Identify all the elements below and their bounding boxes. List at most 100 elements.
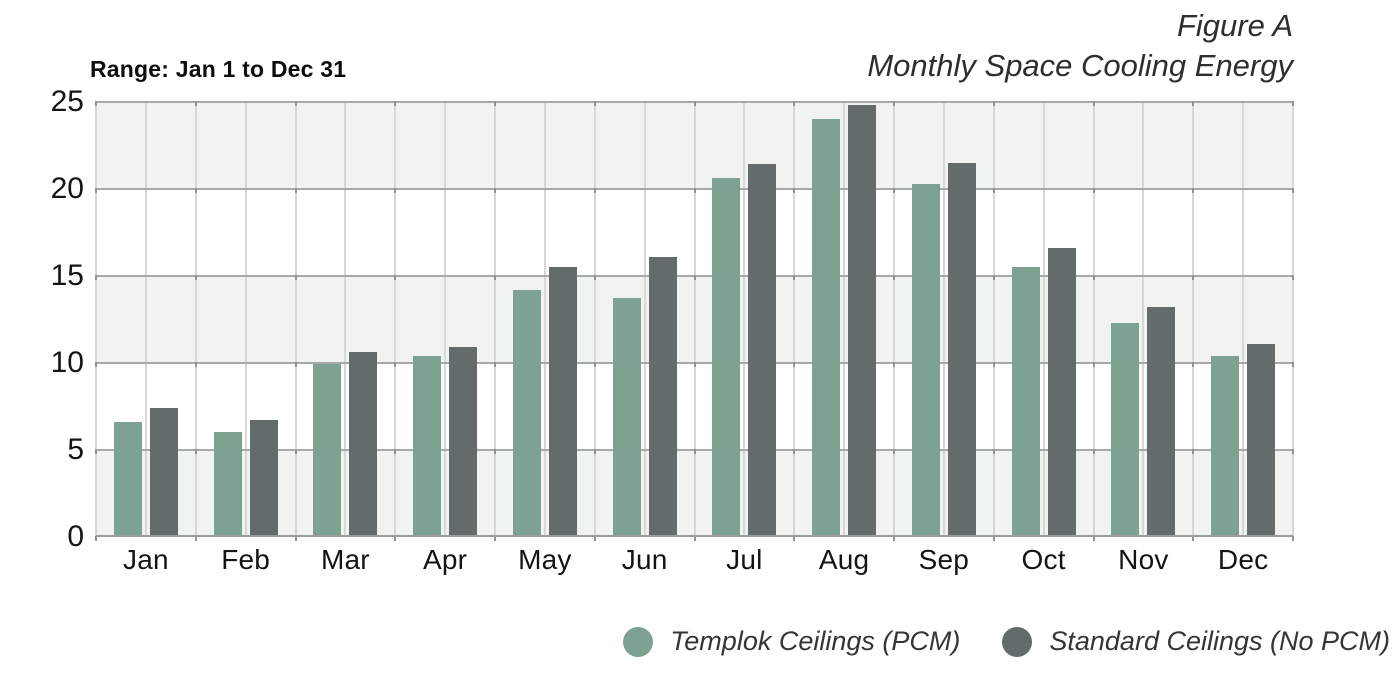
grid-tick [593, 275, 596, 280]
x-tick-label: Aug [818, 544, 870, 575]
gridline-v [893, 102, 895, 537]
legend-item-standard: Standard Ceilings (No PCM) [1002, 626, 1390, 657]
gridline-v [194, 102, 197, 537]
grid-tick [1092, 362, 1095, 367]
bar-jan-nopcm [149, 407, 178, 535]
grid-tick [194, 275, 197, 280]
plot-area [95, 101, 1294, 541]
bar-jul-nopcm [748, 164, 777, 535]
grid-tick [394, 101, 397, 106]
grid-tick [394, 449, 397, 454]
grid-tick [1192, 275, 1195, 280]
grid-tick [1192, 449, 1195, 454]
grid-tick [593, 188, 596, 193]
grid-tick [1092, 101, 1095, 106]
gridline-v [1242, 102, 1245, 537]
gridline-v [992, 102, 995, 537]
grid-tick [494, 536, 496, 541]
grid-tick [893, 449, 895, 454]
grid-tick [494, 362, 496, 367]
grid-tick [593, 101, 596, 106]
legend: Templok Ceilings (PCM) Standard Ceilings… [623, 626, 1390, 657]
grid-tick [394, 275, 397, 280]
gridline-v [643, 102, 646, 537]
gridline-v [95, 102, 97, 537]
grid-tick [793, 275, 796, 280]
grid-tick [1292, 101, 1294, 106]
grid-tick [95, 188, 97, 193]
grid-tick [992, 275, 995, 280]
gridline-v [1142, 102, 1145, 537]
grid-tick [494, 275, 496, 280]
gridline-v [1042, 102, 1045, 537]
grid-tick [1292, 536, 1294, 541]
bar-sep-nopcm [947, 162, 976, 535]
grid-tick [194, 449, 197, 454]
x-axis: Jan Feb Mar Apr May Jun Jul Aug Sep Oct Nov Dec [96, 544, 1293, 580]
grid-tick [1092, 275, 1095, 280]
grid-tick [693, 275, 696, 280]
grid-tick [95, 362, 97, 367]
x-tick-label: Nov [1118, 544, 1169, 575]
gridline-v [344, 102, 347, 537]
grid-tick [194, 362, 197, 367]
chart-title: Monthly Space Cooling Energy [867, 48, 1293, 83]
x-tick-label: Feb [221, 544, 271, 575]
grid-tick [294, 536, 297, 541]
x-tick-label: Dec [1217, 544, 1269, 575]
grid-tick [95, 101, 97, 106]
grid-tick [494, 188, 496, 193]
y-tick-label: 10 [50, 346, 84, 379]
bar-jun-nopcm [648, 256, 677, 535]
bar-jul-pcm [712, 178, 741, 535]
bar-dec-pcm [1211, 355, 1240, 535]
grid-tick [1092, 188, 1095, 193]
grid-tick [893, 188, 895, 193]
grid-tick [1192, 101, 1195, 106]
grid-tick [1092, 536, 1095, 541]
gridline-v [543, 102, 546, 537]
bar-jun-pcm [612, 298, 641, 535]
grid-tick [693, 188, 696, 193]
y-tick-label: 0 [67, 520, 84, 553]
gridline-v [1292, 102, 1294, 537]
bar-mar-pcm [313, 364, 342, 535]
y-tick-label: 15 [50, 259, 84, 292]
grid-tick [194, 188, 197, 193]
legend-item-templok: Templok Ceilings (PCM) [623, 626, 960, 657]
gridline-v [793, 102, 796, 537]
bar-aug-pcm [812, 119, 841, 535]
x-tick-label: Jul [726, 544, 763, 575]
grid-tick [1192, 536, 1195, 541]
bar-nov-nopcm [1147, 307, 1176, 535]
grid-tick [992, 101, 995, 106]
bar-aug-nopcm [848, 105, 877, 535]
bar-oct-nopcm [1047, 247, 1076, 535]
figure-label: Figure A [1176, 8, 1293, 43]
grid-tick [793, 101, 796, 106]
gridline-v [294, 102, 297, 537]
grid-tick [593, 362, 596, 367]
bar-feb-pcm [213, 432, 242, 535]
grid-tick [992, 188, 995, 193]
gridline-v [942, 102, 945, 537]
grid-tick [1192, 362, 1195, 367]
standard-legend-marker-icon [1002, 626, 1033, 657]
grid-tick [95, 275, 97, 280]
x-tick-label: Oct [1021, 544, 1066, 575]
bar-apr-pcm [413, 355, 442, 535]
grid-tick [893, 101, 895, 106]
grid-tick [194, 101, 197, 106]
x-axis-line [96, 534, 1293, 537]
grid-tick [693, 362, 696, 367]
grid-tick [494, 101, 496, 106]
grid-tick [992, 362, 995, 367]
x-tick-label: Jan [123, 544, 169, 575]
grid-tick [893, 362, 895, 367]
grid-tick [793, 362, 796, 367]
gridline-v [843, 102, 846, 537]
grid-tick [294, 449, 297, 454]
grid-tick [693, 101, 696, 106]
chart-title-block: Figure A Monthly Space Cooling Energy [867, 6, 1293, 86]
